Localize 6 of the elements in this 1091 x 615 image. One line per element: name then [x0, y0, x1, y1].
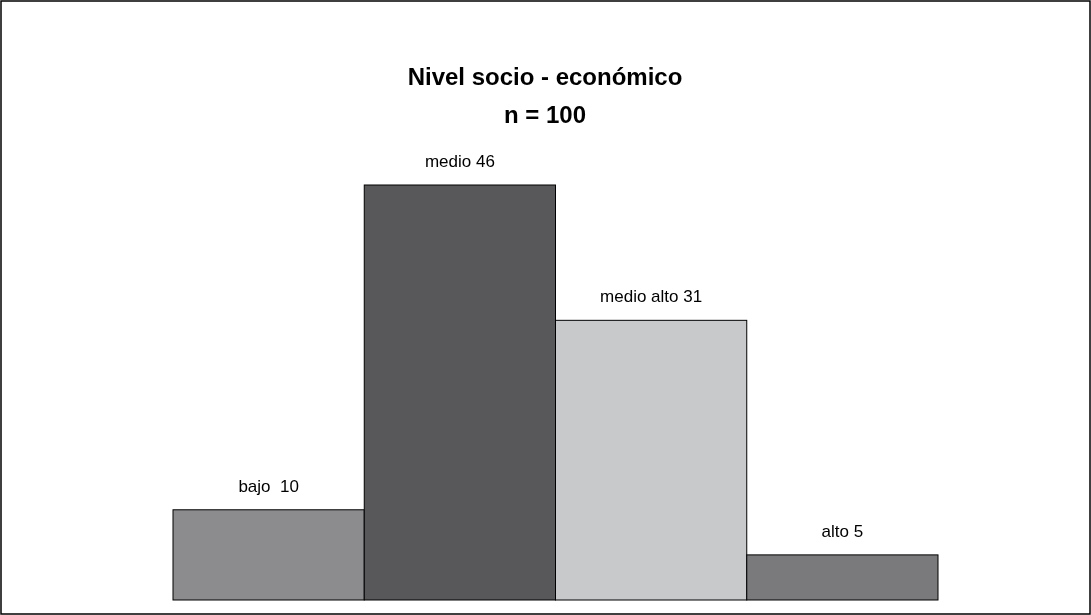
data-label: medio alto 31 [600, 287, 703, 307]
data-label: alto 5 [821, 521, 864, 541]
chart-subtitle: n = 100 [503, 101, 587, 128]
data-label: bajo 10 [238, 476, 299, 496]
chart-title: Nivel socio - económico [407, 63, 683, 90]
data-label: medio 46 [424, 152, 495, 171]
